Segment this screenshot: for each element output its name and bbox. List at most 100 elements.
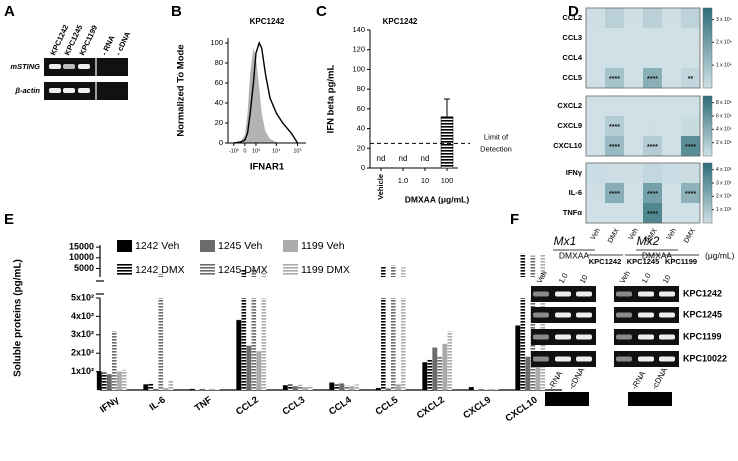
row-label: β-actin xyxy=(14,86,40,95)
bar xyxy=(535,365,541,391)
heatmap-cell xyxy=(662,203,682,224)
heatmap-frame xyxy=(585,162,701,224)
histogram-line xyxy=(233,41,299,144)
gel-band xyxy=(63,64,75,69)
x-axis-label: IFNAR1 xyxy=(250,162,285,173)
bar xyxy=(395,384,401,391)
significance: **** xyxy=(609,191,620,198)
bar xyxy=(427,358,433,390)
bar xyxy=(432,347,438,391)
limit-label: Limit of xyxy=(484,132,509,141)
heatmap-cell xyxy=(605,8,625,29)
gene-label: Mx2 xyxy=(637,234,660,248)
x-tick-label: CCL2 xyxy=(234,395,261,418)
gel-band xyxy=(576,312,592,318)
row-label: KPC1242 xyxy=(683,288,722,298)
bar xyxy=(302,387,308,391)
colorbar-label: 4 x 10³ xyxy=(716,167,732,173)
bar xyxy=(349,386,355,391)
legend-label: 1245 Veh xyxy=(218,240,263,252)
bar xyxy=(215,389,220,390)
y-tick-label: 4x10² xyxy=(71,311,94,321)
row-label: CCL3 xyxy=(562,33,582,42)
heatmap-cell xyxy=(681,28,701,49)
bar xyxy=(143,384,149,391)
heatmap-cell xyxy=(605,203,625,224)
bar xyxy=(442,343,448,391)
x-tick-label: 0 xyxy=(243,148,246,154)
gel-band xyxy=(78,88,90,93)
group-label: KPC1245 xyxy=(627,257,660,266)
x-tick-label: CCL5 xyxy=(374,394,401,418)
heatmap-cell xyxy=(643,203,663,224)
row-label: KPC1199 xyxy=(683,331,722,341)
x-tick-label: TNF xyxy=(193,394,215,414)
y-tick-label: 3x10² xyxy=(71,329,94,339)
row-label: CCL4 xyxy=(562,53,582,62)
y-tick-label: 5x10² xyxy=(71,292,94,302)
y-tick-label: 0 xyxy=(219,138,223,147)
bar xyxy=(298,384,303,390)
bar xyxy=(334,384,340,390)
panel-label: C xyxy=(316,3,327,20)
y-tick-label: 140 xyxy=(352,25,365,34)
heatmap-cell xyxy=(586,163,606,184)
gel-band xyxy=(659,334,675,340)
legend-label: 1199 Veh xyxy=(301,240,345,252)
value-label: nd xyxy=(399,154,408,163)
gel-band xyxy=(533,356,549,362)
gel-band xyxy=(576,356,592,362)
legend-swatch xyxy=(200,240,215,252)
gel-band xyxy=(78,64,90,69)
significance: **** xyxy=(647,76,658,83)
significance: **** xyxy=(609,144,620,151)
heatmap-cell xyxy=(586,28,606,49)
gel xyxy=(628,392,672,406)
heatmap-cell xyxy=(681,163,701,184)
row-label: TNFα xyxy=(563,208,583,217)
bar xyxy=(261,271,267,390)
value-label: nd xyxy=(377,154,386,163)
heatmap-cell xyxy=(605,136,625,157)
gel-band xyxy=(555,334,571,340)
gel-band xyxy=(616,356,632,362)
x-tick-label: -10³ xyxy=(229,148,239,154)
legend-label: 1242 DMX xyxy=(135,264,185,276)
heatmap-cell xyxy=(662,163,682,184)
gel-band xyxy=(616,334,632,340)
column-label: DMX xyxy=(683,227,697,244)
lane-label: 10 xyxy=(661,273,673,285)
bar xyxy=(209,388,215,391)
bar xyxy=(195,389,200,390)
colorbar-label: 1 x 10³ xyxy=(716,207,732,213)
gel-band xyxy=(555,291,571,297)
heatmap-cell xyxy=(643,116,663,137)
colorbar xyxy=(702,95,713,157)
heatmap-cell xyxy=(624,183,644,204)
row-label: CXCL9 xyxy=(557,121,582,130)
column-label: DMX xyxy=(607,227,621,244)
x-tick-label: 1.0 xyxy=(398,176,408,185)
colorbar-label: 4 x 10⁵ xyxy=(716,127,732,133)
row-label: CXCL10 xyxy=(553,141,582,150)
heatmap-cell xyxy=(662,116,682,137)
lane-label: Veh xyxy=(618,269,632,285)
x-tick-label: 10⁵ xyxy=(293,147,301,154)
gel-band xyxy=(555,356,571,362)
colorbar xyxy=(702,7,713,89)
gel-band xyxy=(533,334,549,340)
heatmap-cell xyxy=(643,163,663,184)
heatmap-cell xyxy=(586,48,606,69)
gel-band xyxy=(555,312,571,318)
lane-label: 1.0 xyxy=(557,271,570,285)
legend-swatch xyxy=(283,264,298,276)
bar xyxy=(106,374,112,391)
row-label: IL-6 xyxy=(569,188,582,197)
heatmap-frame xyxy=(585,7,701,89)
significance: **** xyxy=(647,211,658,218)
y-tick-label: 15000 xyxy=(69,242,94,252)
heatmap-cell xyxy=(624,96,644,117)
treatment-label: DMXAA xyxy=(559,250,590,260)
bar xyxy=(344,385,350,390)
y-tick-label: 100 xyxy=(352,64,365,73)
